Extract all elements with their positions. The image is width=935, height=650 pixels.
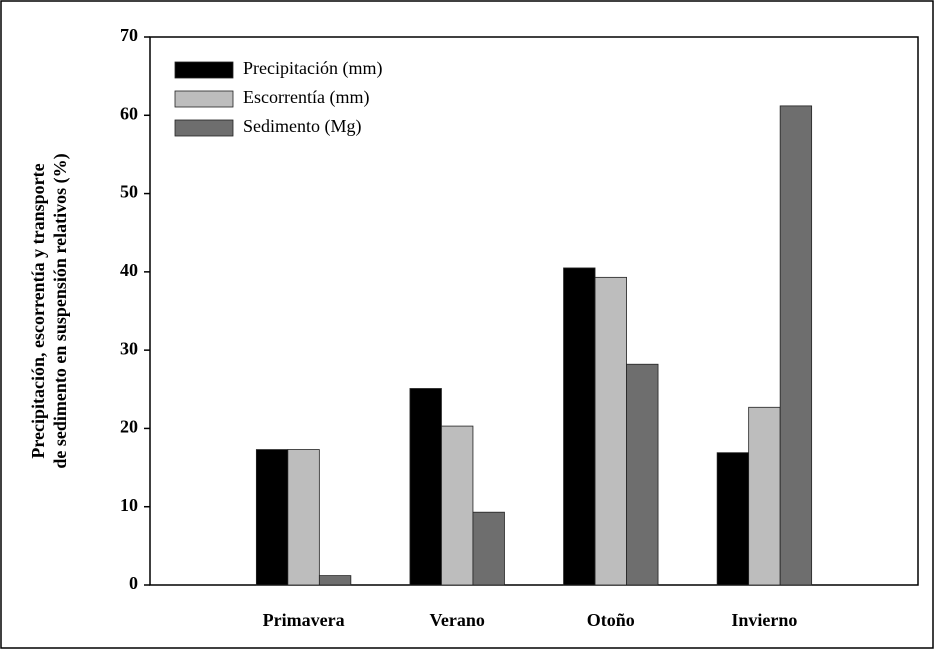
legend-swatch	[174, 119, 234, 137]
y-tick-label: 20	[120, 417, 138, 437]
y-axis-label: Precipitación, escorrentía y transporte …	[28, 153, 71, 468]
y-axis-label-line: Precipitación, escorrentía y transporte	[28, 163, 48, 458]
x-tick-label: Primavera	[263, 610, 345, 630]
bar	[779, 105, 813, 586]
y-tick-label: 50	[120, 182, 138, 202]
x-tick-label: Invierno	[731, 610, 797, 630]
y-tick-label: 40	[120, 260, 138, 280]
y-tick-label: 0	[129, 573, 138, 593]
bar	[716, 452, 750, 586]
legend-swatch	[174, 90, 234, 108]
bar	[318, 575, 352, 586]
bar	[748, 406, 781, 586]
y-tick-label: 60	[120, 103, 138, 123]
bar	[441, 425, 474, 586]
y-tick-label: 70	[120, 25, 138, 45]
legend-label: Escorrentía (mm)	[243, 87, 369, 108]
x-tick-label: Verano	[430, 610, 485, 630]
x-tick-label: Otoño	[587, 610, 635, 630]
bar	[409, 388, 442, 586]
bar	[287, 449, 320, 586]
legend-label: Precipitación (mm)	[243, 58, 382, 79]
legend-label: Sedimento (Mg)	[243, 116, 362, 137]
bar	[255, 449, 289, 586]
legend-swatch	[174, 61, 234, 79]
y-axis-label-line: de sedimento en suspensión relativos (%)	[50, 153, 71, 468]
bar	[626, 363, 659, 586]
y-tick-label: 10	[120, 495, 138, 515]
y-tick-label: 30	[120, 338, 138, 358]
bar	[472, 511, 505, 586]
bar	[563, 267, 596, 586]
bar	[594, 276, 627, 586]
plot-area	[149, 36, 919, 586]
